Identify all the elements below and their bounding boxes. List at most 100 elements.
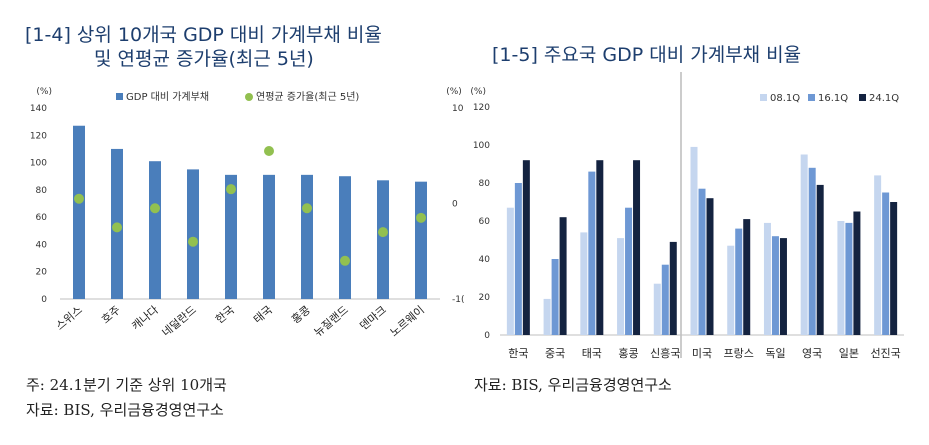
left-legend-bar-swatch [116,93,123,100]
right-bar-16-1Q [735,228,743,335]
right-y-tick-label: 20 [479,293,491,303]
left-dot-growth-rate [74,193,84,204]
right-bar-16-1Q [808,167,816,335]
right-bar-08-1Q [763,222,771,335]
left-category-label: 덴마크 [357,303,389,332]
right-category-label: 일본 [839,346,859,360]
right-chart-source: 자료: BIS, 우리금융경영연구소 [474,376,672,394]
right-bar-16-1Q [514,183,522,335]
left-bar-debt-ratio [149,161,161,299]
right-category-label: 한국 [508,347,528,360]
left-dot-growth-rate [112,222,122,233]
right-category-label: 미국 [692,347,712,360]
left-legend-dot-label: 연평균 증가율(최근 5년) [256,91,359,103]
left-y-tick-label: 140 [30,104,47,114]
right-legend-label: 08.1Q [770,93,800,104]
left-category-label: 호주 [99,303,123,326]
right-bar-24-1Q [596,160,604,335]
right-y-tick-label: 100 [473,141,490,151]
right-bar-08-1Q [543,298,551,335]
right-bar-08-1Q [727,245,735,335]
left-y-unit-left: (%) [36,87,52,97]
left-bar-debt-ratio [415,181,427,299]
right-y-tick-label: 40 [479,255,491,265]
right-bar-24-1Q [853,211,861,335]
left-dot-growth-rate [150,203,160,214]
right-bar-24-1Q [669,241,677,335]
left-category-label: 스위스 [53,303,85,332]
left-dot-growth-rate [226,184,236,195]
left-y2-tick-label: 0 [452,200,458,210]
right-bar-08-1Q [506,207,514,335]
right-bar-24-1Q [816,184,824,335]
left-y-tick-label: 40 [36,240,48,250]
right-bar-16-1Q [588,171,596,335]
right-bar-16-1Q [625,207,633,335]
left-category-label: 뉴질랜드 [312,303,351,339]
left-bar-debt-ratio [73,125,85,299]
right-bar-08-1Q [690,146,698,335]
right-bar-24-1Q [779,238,787,335]
right-bar-08-1Q [653,283,661,335]
right-category-label: 프랑스 [724,347,754,360]
right-chart-title: [1-5] 주요국 GDP 대비 가계부채 비율 [492,44,802,66]
left-legend-bar-label: GDP 대비 가계부채 [126,91,209,103]
left-y-tick-label: 60 [36,213,48,223]
right-y-tick-label: 0 [484,331,490,341]
right-category-label: 중국 [545,347,565,360]
right-bar-16-1Q [882,192,890,335]
right-y-tick-label: 80 [479,179,491,189]
left-y2-tick-label: 10 [452,104,464,114]
right-legend-swatch [859,94,866,101]
right-bar-08-1Q [617,238,625,335]
right-legend-swatch [808,94,815,101]
left-dot-growth-rate [340,255,350,266]
left-y-tick-label: 120 [30,131,47,141]
right-legend-swatch [760,94,767,101]
left-dot-growth-rate [378,227,388,238]
right-y-tick-label: 120 [473,103,490,113]
left-dot-growth-rate [302,203,312,214]
right-bar-08-1Q [800,154,808,335]
left-bar-debt-ratio [225,174,237,299]
left-y-tick-label: 100 [30,159,47,169]
right-category-label: 선진국 [870,347,900,360]
right-bar-24-1Q [890,202,898,335]
right-bar-24-1Q [559,217,567,335]
left-chart-source: 자료: BIS, 우리금융경영연구소 [26,401,224,419]
left-category-label: 캐나다 [129,303,161,332]
right-bar-24-1Q [633,160,641,335]
right-bar-16-1Q [771,236,779,335]
right-category-label: 영국 [802,347,822,360]
left-bar-debt-ratio [339,176,351,299]
right-y-tick-label: 60 [479,217,491,227]
left-y2-tick-label: -1( [452,295,465,305]
right-y-unit: (%) [470,87,486,97]
left-category-label: 한국 [213,303,237,326]
right-bar-24-1Q [743,219,751,335]
left-category-label: 네덜란드 [160,303,199,339]
left-chart-note: 주: 24.1분기 기준 상위 10개국 [26,376,227,394]
left-dot-growth-rate [416,212,426,223]
right-category-label: 독일 [765,346,785,360]
right-legend-label: 24.1Q [869,93,899,104]
right-legend-label: 16.1Q [818,93,848,104]
left-y-unit-right: (%) [446,87,462,97]
right-bar-08-1Q [837,221,845,335]
left-category-label: 홍콩 [288,303,313,327]
left-category-label: 노르웨이 [388,303,427,339]
left-y-tick-label: 0 [41,295,47,305]
right-bar-16-1Q [698,188,706,335]
right-bar-24-1Q [522,160,530,335]
right-bar-08-1Q [874,175,882,335]
left-category-label: 태국 [251,303,275,326]
left-bar-debt-ratio [377,180,389,299]
right-bar-16-1Q [551,259,559,335]
left-bar-debt-ratio [263,174,275,299]
right-bar-08-1Q [580,232,588,335]
left-chart-title-line1: [1-4] 상위 10개국 GDP 대비 가계부채 비율 [25,24,382,46]
left-dot-growth-rate [264,145,274,156]
right-category-label: 홍콩 [618,346,638,360]
left-y-tick-label: 20 [36,268,48,278]
